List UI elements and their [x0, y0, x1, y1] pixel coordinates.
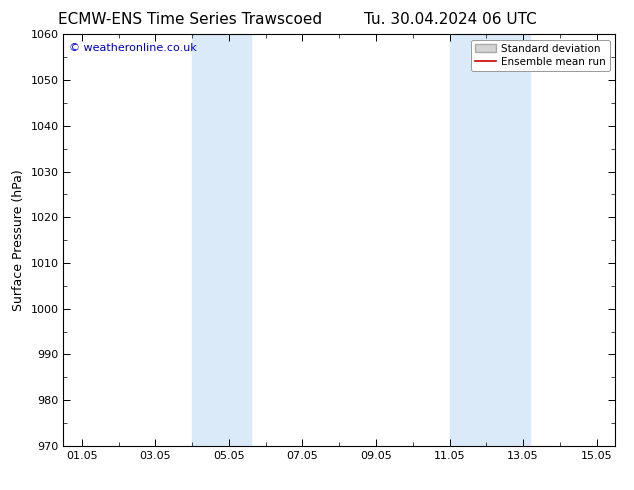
Bar [192, 34, 251, 446]
Text: ECMW-ENS Time Series Trawscoed: ECMW-ENS Time Series Trawscoed [58, 12, 322, 27]
Y-axis label: Surface Pressure (hPa): Surface Pressure (hPa) [12, 169, 25, 311]
Legend: Standard deviation, Ensemble mean run: Standard deviation, Ensemble mean run [470, 40, 610, 71]
Text: © weatheronline.co.uk: © weatheronline.co.uk [69, 43, 197, 52]
Text: Tu. 30.04.2024 06 UTC: Tu. 30.04.2024 06 UTC [364, 12, 536, 27]
Bar [450, 34, 531, 446]
